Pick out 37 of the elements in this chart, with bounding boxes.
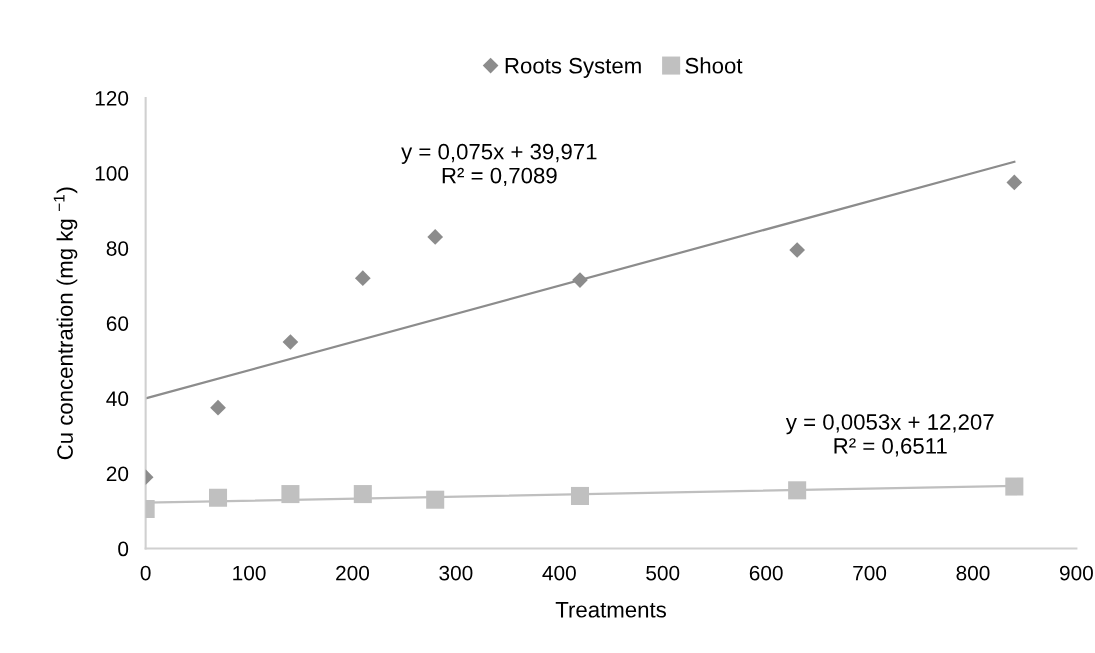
annotation: y = 0,0053x + 12,207 R² = 0,6511: [785, 414, 994, 457]
point: [572, 272, 588, 288]
point: [788, 481, 807, 500]
x-tick-label: 600: [749, 565, 783, 581]
y-tick-label: 20: [106, 466, 129, 482]
point: [789, 242, 806, 258]
point: [354, 270, 371, 287]
point: [210, 399, 226, 416]
y-tick-label: 40: [106, 391, 129, 407]
x-axis-title: Treatments: [555, 602, 666, 618]
point: [570, 486, 590, 505]
y-tick-label: 0: [118, 541, 129, 557]
annotation: y = 0,075x + 39,971 R² = 0,7089: [401, 143, 597, 187]
point: [1006, 174, 1023, 191]
x-tick-label: 0: [140, 565, 151, 581]
x-tick-label: 900: [1059, 565, 1093, 581]
point: [1005, 477, 1024, 496]
y-tick-label: 80: [106, 241, 129, 256]
x-tick-label: 200: [336, 565, 370, 581]
x-tick-label: 500: [646, 565, 680, 581]
point: [281, 485, 300, 504]
y-tick-label: 100: [95, 166, 129, 181]
point: [282, 334, 299, 350]
x-tick-label: 400: [542, 565, 576, 581]
x-tick-label: 100: [233, 565, 266, 581]
legend-label: Roots System: [505, 57, 641, 78]
x-tick-label: 700: [853, 565, 887, 581]
x-tick-label: 300: [439, 565, 473, 581]
y-axis-title: Cu concentration (mg kg $^{−1}$): [53, 187, 78, 460]
legend-label: Shoot: [685, 57, 743, 74]
y-tick-label: 120: [95, 90, 129, 106]
point: [427, 229, 444, 245]
point: [426, 490, 445, 509]
point: [353, 485, 372, 504]
x-tick-label: 800: [956, 565, 990, 581]
point: [209, 488, 228, 507]
y-tick-label: 60: [106, 316, 129, 331]
